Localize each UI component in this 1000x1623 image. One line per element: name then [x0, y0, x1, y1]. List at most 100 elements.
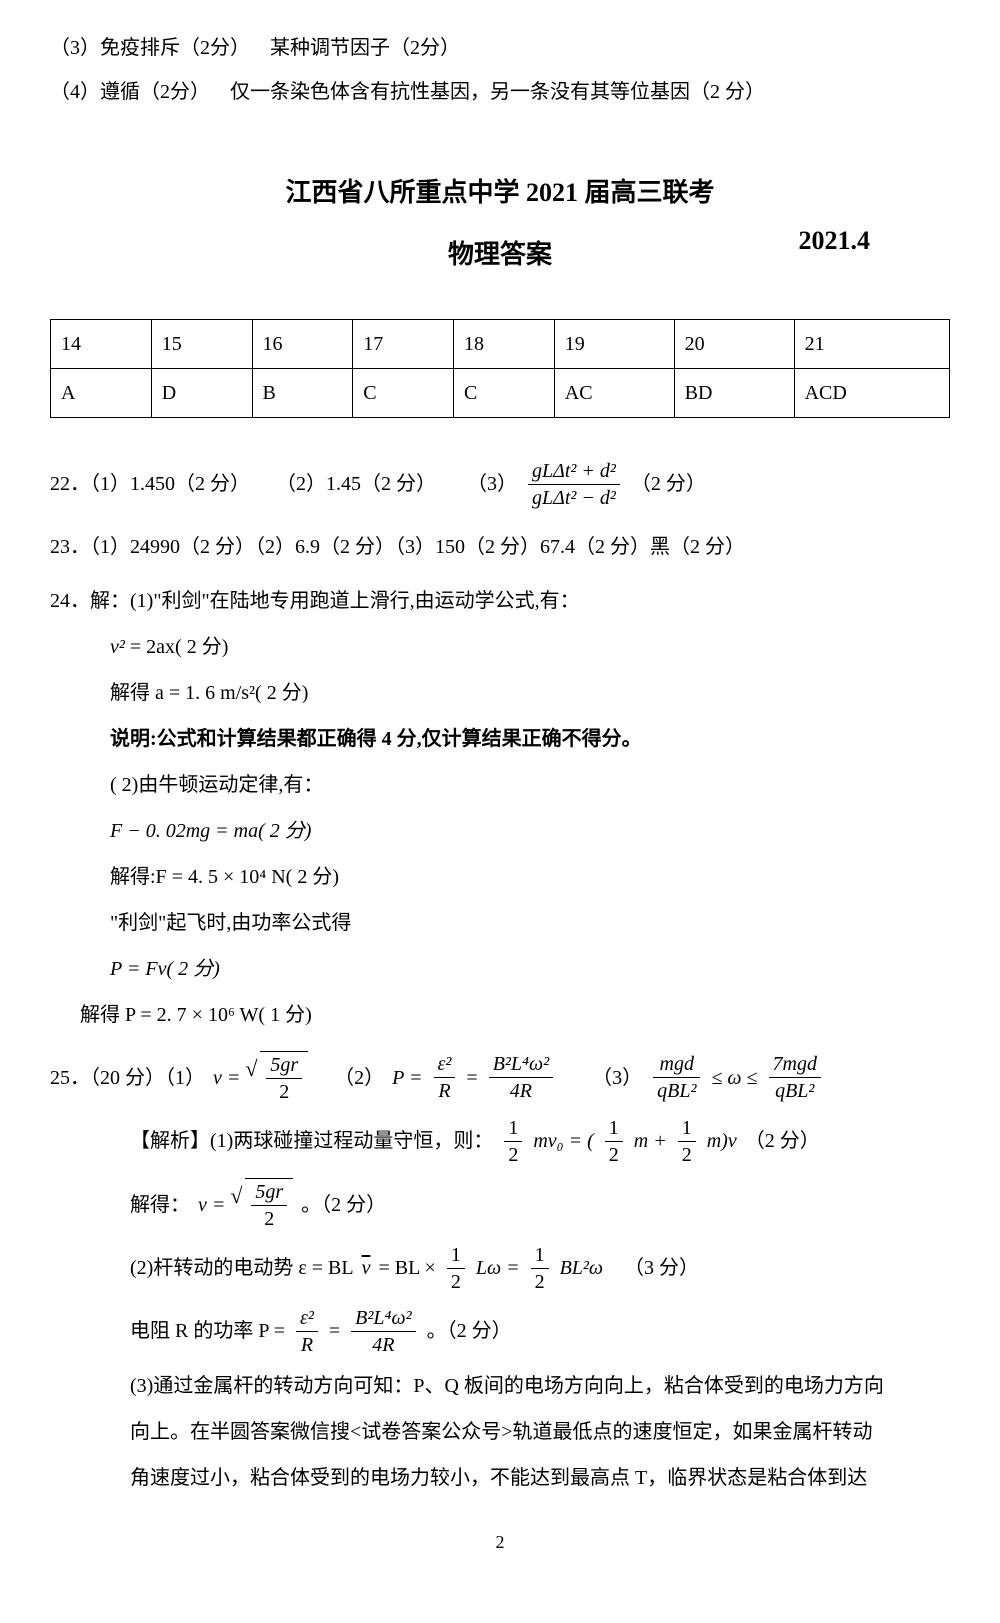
q25-part2-label: （2）: [334, 1060, 384, 1096]
table-answer-cell: A: [51, 368, 152, 417]
q25-emf: (2)杆转动的电动势 ε = BLv = BL × 1 2 Lω = 1 2 B…: [50, 1242, 950, 1295]
fraction-denominator: 2: [447, 1269, 465, 1295]
solve-label: 解得：: [130, 1187, 190, 1223]
q25-p-frac2: B²L⁴ω² 4R: [489, 1051, 553, 1104]
q24-eq1-lhs: v²: [110, 636, 125, 658]
solve-suffix: 。（2 分）: [301, 1187, 386, 1223]
q25-analysis: 【解析】(1)两球碰撞过程动量守恒，则： 1 2 mv₀ = ( 1 2 m +…: [50, 1115, 950, 1168]
table-answer-cell: C: [454, 368, 555, 417]
fraction-numerator: mgd: [653, 1051, 700, 1078]
fraction-numerator: B²L⁴ω²: [351, 1305, 415, 1332]
power-suffix: 。（2 分）: [427, 1313, 512, 1349]
cons-m2: m +: [634, 1123, 667, 1159]
fraction-denominator: qBL²: [769, 1078, 821, 1104]
table-answer-cell: ACD: [794, 368, 949, 417]
q25-p-lhs: P =: [392, 1060, 422, 1096]
table-answer-cell: BD: [674, 368, 794, 417]
equals-sign: =: [466, 1060, 477, 1096]
table-answer-cell: C: [353, 368, 454, 417]
question-24: 24．解：(1)"利剑"在陆地专用跑道上滑行,由运动学公式,有： v² = 2a…: [50, 583, 950, 1033]
q24-line6: F − 0. 02mg = ma( 2 分): [50, 813, 950, 849]
page-number: 2: [50, 1526, 950, 1558]
fraction-denominator: 2: [504, 1142, 522, 1168]
half-frac: 1 2: [531, 1242, 549, 1295]
fraction-numerator: gLΔt² + d²: [528, 458, 620, 485]
q25-power: 电阻 R 的功率 P = ε² R = B²L⁴ω² 4R 。（2 分）: [50, 1305, 950, 1358]
emf-mid: = BL ×: [378, 1250, 435, 1286]
fraction-denominator: R: [296, 1332, 318, 1358]
table-header-cell: 21: [794, 319, 949, 368]
q24-line1: 24．解：(1)"利剑"在陆地专用跑道上滑行,由运动学公式,有：: [50, 583, 950, 619]
table-header-cell: 18: [454, 319, 555, 368]
q25-analysis-label: 【解析】(1)两球碰撞过程动量守恒，则：: [130, 1123, 493, 1159]
q25-part3-text1: (3)通过金属杆的转动方向可知：P、Q 板间的电场方向向上，粘合体受到的电场力方…: [50, 1368, 950, 1404]
fraction-numerator: 1: [447, 1242, 465, 1269]
question-23: 23．（1）24990（2 分）（2）6.9（2 分）（3）150（2 分）67…: [50, 529, 950, 565]
answer-3-part1: （3）免疫排斥（2分）: [50, 37, 250, 59]
main-title: 江西省八所重点中学 2021 届高三联考: [50, 170, 950, 217]
fraction-denominator: 2: [266, 1079, 302, 1105]
fraction-denominator: qBL²: [653, 1078, 700, 1104]
sqrt-icon: 5gr 2: [233, 1178, 293, 1232]
question-25: 25．（20 分）（1） v = 5gr 2 （2） P = ε² R = B²…: [50, 1051, 950, 1496]
half-frac: 1 2: [678, 1115, 696, 1168]
q25-ineq-left: mgd qBL²: [653, 1051, 700, 1104]
q24-line7: 解得:F = 4. 5 × 10⁴ N( 2 分): [50, 859, 950, 895]
table-header-cell: 20: [674, 319, 794, 368]
q25-header-prefix: 25．（20 分）（1）: [50, 1060, 205, 1096]
fraction-numerator: 1: [605, 1115, 623, 1142]
sub-title: 物理答案: [448, 232, 552, 279]
table-header-cell: 16: [252, 319, 353, 368]
answer-3-line: （3）免疫排斥（2分） 某种调节因子（2分）: [50, 30, 950, 66]
title-section: 江西省八所重点中学 2021 届高三联考 物理答案 2021.4: [50, 170, 950, 279]
q25-sqrt-frac: 5gr 2: [266, 1052, 302, 1105]
q25-header: 25．（20 分）（1） v = 5gr 2 （2） P = ε² R = B²…: [50, 1051, 950, 1105]
q25-v-lhs: v =: [198, 1187, 225, 1223]
fraction-denominator: 2: [605, 1142, 623, 1168]
answer-4-line: （4）遵循（2分） 仅一条染色体含有抗性基因，另一条没有其等位基因（2 分）: [50, 74, 950, 110]
table-answer-row: A D B C C AC BD ACD: [51, 368, 950, 417]
answer-3-part2: 某种调节因子（2分）: [270, 37, 460, 59]
q24-line3: 解得 a = 1. 6 m/s²( 2 分): [50, 675, 950, 711]
mc-answer-table: 14 15 16 17 18 19 20 21 A D B C C AC BD …: [50, 319, 950, 418]
emf-suffix: （3 分）: [624, 1250, 699, 1286]
fraction-numerator: ε²: [434, 1051, 456, 1078]
fraction-denominator: gLΔt² − d²: [528, 485, 620, 511]
fraction-numerator: ε²: [296, 1305, 318, 1332]
q22-part3-suffix: （2 分）: [631, 466, 706, 502]
q22-fraction: gLΔt² + d² gLΔt² − d²: [528, 458, 620, 511]
inequality-mid: ≤ ω ≤: [711, 1060, 757, 1096]
emf-mid2: Lω =: [476, 1250, 520, 1286]
cons-suffix: （2 分）: [745, 1123, 820, 1159]
half-frac: 1 2: [504, 1115, 522, 1168]
table-header-cell: 15: [151, 319, 252, 368]
q25-v-lhs: v =: [213, 1060, 240, 1096]
q25-solve: 解得： v = 5gr 2 。（2 分）: [50, 1178, 950, 1232]
fraction-denominator: 2: [678, 1142, 696, 1168]
q25-part3-text3: 角速度过小，粘合体受到的电场力较小，不能达到最高点 T，临界状态是粘合体到达: [50, 1460, 950, 1496]
fraction-denominator: R: [434, 1078, 456, 1104]
vbar: v: [362, 1250, 371, 1286]
fraction-numerator: 7mgd: [769, 1051, 821, 1078]
answer-4-part2: 仅一条染色体含有抗性基因，另一条没有其等位基因（2 分）: [230, 81, 765, 103]
q22-part2: （2）1.45（2 分）: [276, 466, 436, 502]
power-frac2: B²L⁴ω² 4R: [351, 1305, 415, 1358]
table-header-cell: 17: [353, 319, 454, 368]
power-frac1: ε² R: [296, 1305, 318, 1358]
table-header-row: 14 15 16 17 18 19 20 21: [51, 319, 950, 368]
fraction-numerator: 5gr: [266, 1052, 302, 1079]
q22-part3-label: （3）: [467, 466, 517, 502]
table-answer-cell: D: [151, 368, 252, 417]
table-header-cell: 19: [554, 319, 674, 368]
cons-m: mv₀ = (: [533, 1123, 593, 1159]
fraction-numerator: 5gr: [251, 1179, 287, 1206]
exam-date: 2021.4: [799, 218, 871, 265]
q24-eq1-rhs: = 2ax( 2 分): [125, 636, 228, 658]
fraction-denominator: 4R: [351, 1332, 415, 1358]
table-header-cell: 14: [51, 319, 152, 368]
fraction-numerator: 1: [531, 1242, 549, 1269]
fraction-denominator: 2: [251, 1206, 287, 1232]
q25-ineq-right: 7mgd qBL²: [769, 1051, 821, 1104]
fraction-denominator: 4R: [489, 1078, 553, 1104]
power-label: 电阻 R 的功率 P =: [130, 1313, 285, 1349]
